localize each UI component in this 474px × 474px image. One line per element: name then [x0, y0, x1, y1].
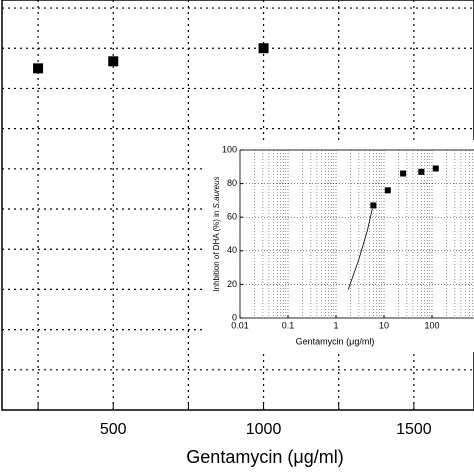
x-tick-label: 100 — [424, 320, 439, 330]
y-tick-label: 80 — [227, 178, 237, 188]
y-axis-label: Inhbition of DHA (%) in S.aureus — [212, 176, 221, 291]
x-tick-label: 500 — [100, 421, 127, 438]
data-point — [384, 187, 391, 194]
y-tick-label: 0 — [232, 312, 237, 322]
inset-background — [205, 140, 474, 352]
fit-line — [347, 208, 373, 290]
data-point — [258, 43, 269, 54]
x-tick-label: 0.01 — [231, 320, 249, 330]
data-point — [418, 168, 425, 175]
y-label-italic: S.aureus — [212, 176, 221, 208]
x-tick-label: 0.1 — [282, 320, 295, 330]
x-tick-label: 10 — [379, 320, 389, 330]
y-tick-label: 60 — [227, 212, 237, 222]
y-tick-label: 40 — [227, 245, 237, 255]
data-point — [400, 170, 407, 177]
data-point — [108, 56, 119, 67]
y-label-text: Inhbition of DHA (%) in — [212, 211, 221, 292]
x-axis-label: Gentamycin (μg/ml) — [296, 336, 375, 346]
data-point — [370, 202, 377, 209]
plot-frame — [239, 149, 474, 319]
y-tick-label: 100 — [222, 144, 237, 154]
y-tick-label: 20 — [227, 279, 237, 289]
data-point — [432, 165, 439, 172]
x-tick-label: 1500 — [396, 421, 432, 438]
x-tick-label: 1 — [333, 320, 338, 330]
x-tick-label: 1000 — [246, 421, 282, 438]
x-axis-label: Gentamycin (μg/ml) — [186, 447, 343, 467]
data-point — [33, 63, 44, 74]
plot-frame — [1, 0, 474, 411]
